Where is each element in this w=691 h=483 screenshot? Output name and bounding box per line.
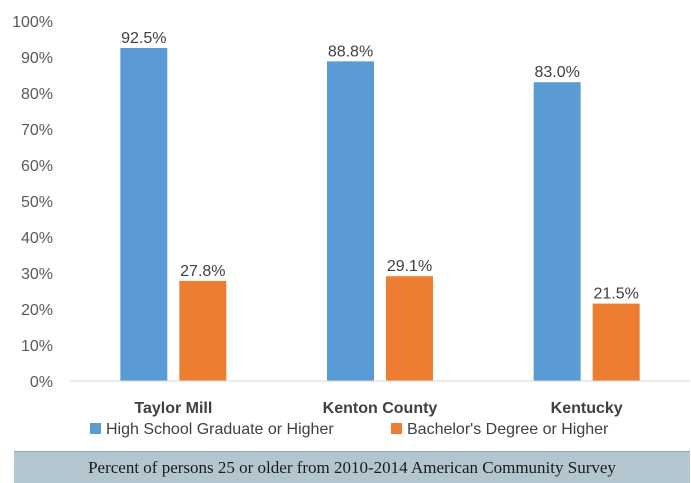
data-label: 83.0% [534,64,579,81]
bar [179,280,227,381]
data-label: 21.5% [593,286,638,303]
bar [533,82,581,381]
y-tick-label: 90% [21,50,53,67]
y-tick-label: 60% [21,158,53,175]
y-tick-label: 10% [21,338,53,355]
bar [327,61,374,381]
legend-swatch [90,423,101,434]
y-tick-label: 50% [21,194,53,211]
y-tick-label: 30% [21,266,53,283]
y-tick-label: 0% [30,374,53,391]
y-tick-label: 20% [21,302,53,319]
y-axis: 0% 10% 20% 30% 40% 50% 60% 70% 80% 90% 100% [12,14,53,391]
bar [120,48,168,381]
legend: High School Graduate or Higher Bachelor's… [90,421,609,438]
data-label: 88.8% [328,43,373,60]
legend-label: Bachelor's Degree or Higher [407,421,609,438]
category-label: Taylor Mill [134,400,212,417]
data-label: 92.5% [121,30,166,47]
y-tick-label: 40% [21,230,53,247]
bar [592,303,640,381]
bars-group [120,48,640,381]
category-label: Kentucky [551,400,623,417]
legend-label: High School Graduate or Higher [106,421,334,438]
legend-swatch [391,423,402,434]
bar-chart: 0% 10% 20% 30% 40% 50% 60% 70% 80% 90% 100% 92.5% 2… [12,14,690,438]
bar [386,276,433,381]
y-tick-label: 70% [21,122,53,139]
category-label: Kenton County [323,400,438,417]
data-label: 29.1% [387,258,432,275]
category-labels: Taylor Mill Kenton County Kentucky [134,400,622,417]
footer-caption: Percent of persons 25 or older from 2010… [14,451,690,483]
data-labels-group: 92.5% 27.8% 88.8% 29.1% 83.0% 21.5% [121,30,639,303]
y-tick-label: 80% [21,86,53,103]
y-tick-label: 100% [12,14,53,31]
data-label: 27.8% [180,263,225,280]
